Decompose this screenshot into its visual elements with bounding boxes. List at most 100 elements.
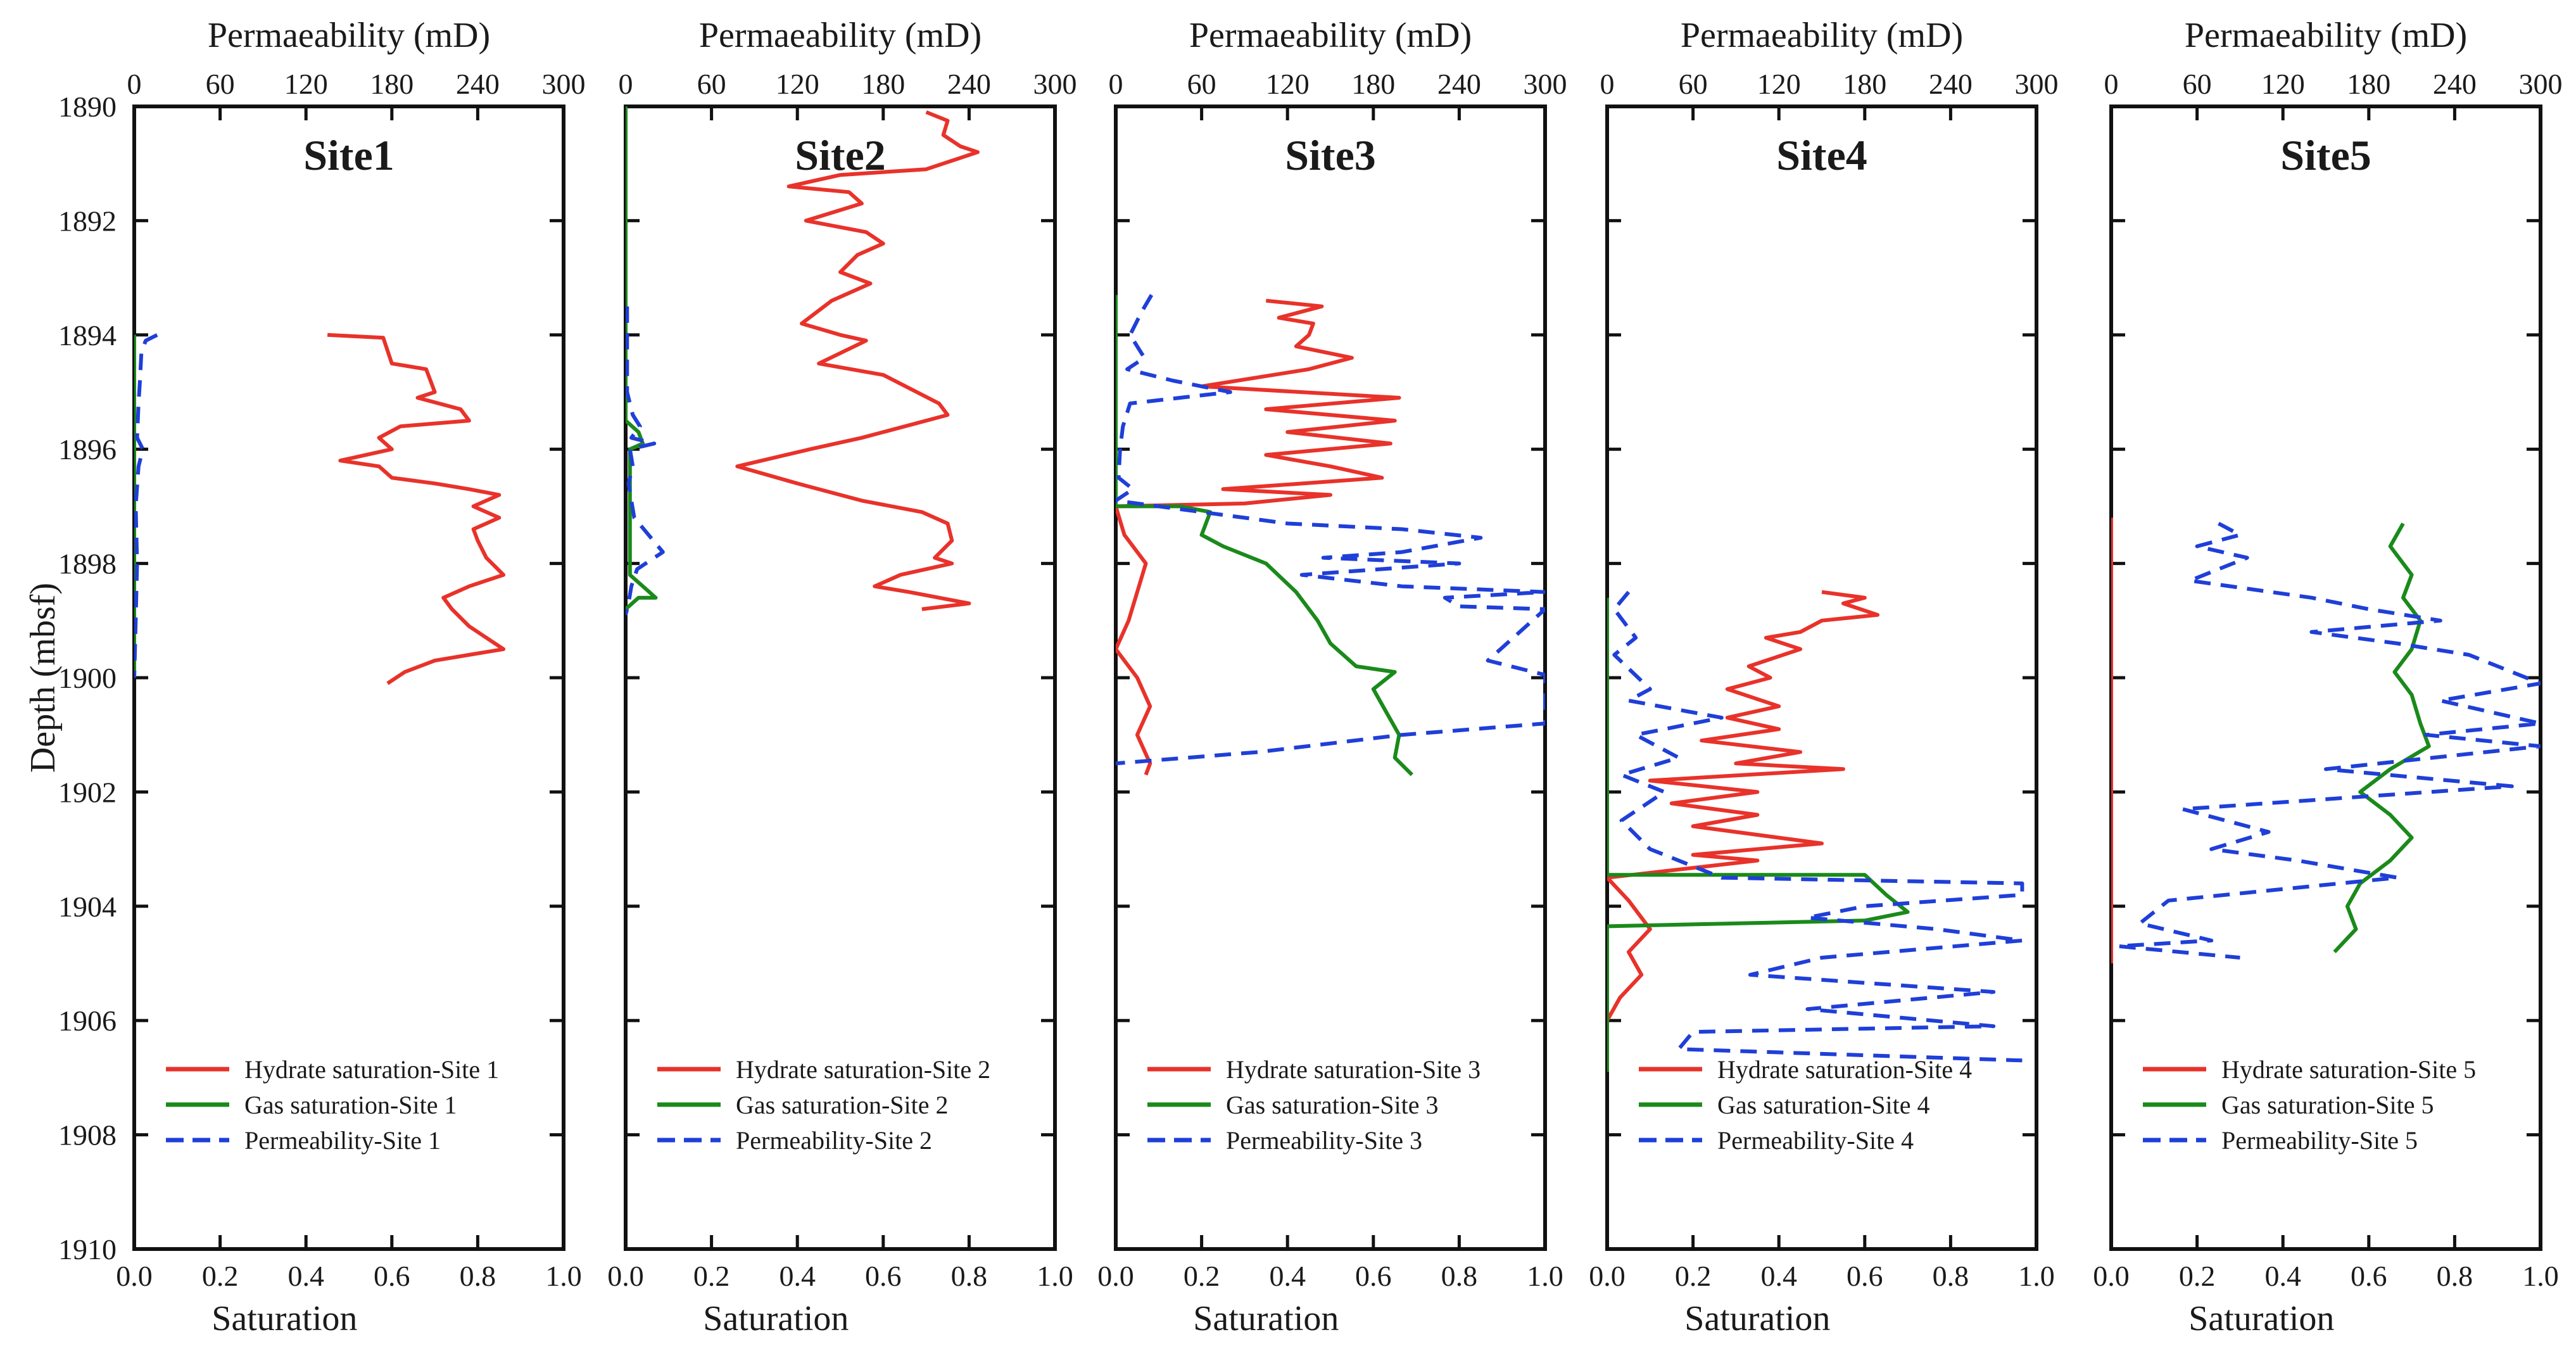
permeability-tick-label: 180 [1843,68,1886,100]
permeability-tick-label: 180 [2347,68,2390,100]
saturation-tick-label: 0.2 [202,1260,239,1292]
permeability-tick-label: 0 [619,68,633,100]
saturation-tick-label: 1.0 [545,1260,582,1292]
panel-1: 0.0 0.2 0.4 0.6 0.8 1.0 Saturation 0 60 120 180 240… [116,16,585,1338]
saturation-tick-label: 0.0 [1097,1260,1134,1292]
y-tick-label: 1890 [58,91,117,123]
permeability-tick-label: 240 [1929,68,1973,100]
y-tick-label: 1898 [58,548,117,580]
permeability-legend-label: Permeability-Site 2 [736,1126,932,1155]
saturation-tick-label: 0.4 [779,1260,816,1292]
gas-legend-label: Gas saturation-Site 1 [244,1091,457,1119]
saturation-tick-label: 0.6 [1847,1260,1883,1292]
saturation-tick-label: 0.6 [865,1260,902,1292]
saturation-tick-label: 0.4 [2264,1260,2301,1292]
gas-series-line [2333,523,2431,954]
permeability-axis-title: Permaeability (mD) [208,16,490,55]
panel-4: 0.0 0.2 0.4 0.6 0.8 1.0 Saturation 0 60 120 180 240… [1589,16,2058,1338]
saturation-tick-label: 0.8 [460,1260,496,1292]
gas-legend-label: Gas saturation-Site 5 [2221,1091,2434,1119]
saturation-tick-label: 0.8 [1933,1260,1969,1292]
y-tick-label: 1910 [58,1233,117,1265]
y-tick-label: 1906 [58,1005,117,1037]
permeability-series-line [1612,590,2024,1063]
permeability-series-line [2116,521,2541,960]
hydrate-legend-label: Hydrate saturation-Site 1 [244,1055,499,1084]
permeability-series-line [1116,294,1545,766]
permeability-tick-label: 0 [1109,68,1123,100]
permeability-axis-title: Permaeability (mD) [2185,16,2467,55]
hydrate-legend-label: Hydrate saturation-Site 3 [1226,1055,1481,1084]
y-tick-label: 1896 [58,433,117,466]
saturation-tick-label: 0.8 [951,1260,988,1292]
saturation-tick-label: 0.6 [1355,1260,1392,1292]
hydrate-legend-label: Hydrate saturation-Site 2 [736,1055,990,1084]
saturation-tick-label: 0.6 [374,1260,410,1292]
permeability-tick-label: 60 [1187,68,1216,100]
permeability-tick-label: 240 [2433,68,2477,100]
panel-3: 0.0 0.2 0.4 0.6 0.8 1.0 Saturation 0 60 120 180 240… [1097,16,1567,1338]
permeability-tick-label: 300 [1033,68,1077,100]
saturation-tick-label: 1.0 [2522,1260,2559,1292]
saturation-tick-label: 0.2 [2179,1260,2216,1292]
site-title: Site3 [1285,131,1376,179]
saturation-tick-label: 0.2 [1675,1260,1712,1292]
permeability-tick-label: 240 [456,68,500,100]
hydrate-legend-label: Hydrate saturation-Site 5 [2221,1055,2476,1084]
hydrate-series-line [1116,298,1401,776]
y-tick-label: 1900 [58,662,117,694]
y-tick-label: 1904 [58,891,117,923]
gas-legend-label: Gas saturation-Site 2 [736,1091,949,1119]
hydrate-series-line [327,333,506,685]
saturation-axis-title: Saturation [212,1299,357,1338]
permeability-tick-label: 180 [1351,68,1395,100]
permeability-tick-label: 120 [284,68,328,100]
permeability-tick-label: 120 [1757,68,1801,100]
permeability-tick-label: 60 [206,68,235,100]
saturation-tick-label: 0.8 [2437,1260,2473,1292]
permeability-tick-label: 300 [2015,68,2059,100]
permeability-tick-label: 240 [1437,68,1481,100]
saturation-axis-title: Saturation [2188,1299,2334,1338]
permeability-tick-label: 120 [1266,68,1310,100]
saturation-tick-label: 0.8 [1441,1260,1478,1292]
permeability-legend-label: Permeability-Site 4 [1717,1126,1914,1155]
permeability-tick-label: 240 [947,68,991,100]
saturation-axis-title: Saturation [1684,1299,1830,1338]
permeability-tick-label: 0 [2104,68,2119,100]
saturation-tick-label: 0.0 [2093,1260,2130,1292]
saturation-tick-label: 0.0 [607,1260,644,1292]
saturation-tick-label: 0.0 [1589,1260,1626,1292]
saturation-tick-label: 1.0 [1037,1260,1073,1292]
permeability-tick-label: 180 [861,68,905,100]
site-title: Site4 [1776,131,1867,179]
y-tick-label: 1892 [58,205,117,237]
panel-2: 0.0 0.2 0.4 0.6 0.8 1.0 Saturation 0 60 120 180 240… [607,16,1076,1338]
hydrate-series-line [735,110,980,611]
permeability-tick-label: 300 [542,68,586,100]
permeability-tick-label: 60 [697,68,726,100]
gas-series-line [1116,295,1413,777]
saturation-tick-label: 0.2 [693,1260,730,1292]
permeability-tick-label: 180 [370,68,414,100]
gas-series-line [626,106,658,611]
saturation-tick-label: 0.4 [287,1260,324,1292]
panel-5: 0.0 0.2 0.4 0.6 0.8 1.0 Saturation 0 60 120 180 240… [2093,16,2562,1338]
permeability-legend-label: Permeability-Site 3 [1226,1126,1422,1155]
permeability-legend-label: Permeability-Site 5 [2221,1126,2418,1155]
gas-legend-label: Gas saturation-Site 4 [1717,1091,1930,1119]
saturation-tick-label: 0.2 [1184,1260,1220,1292]
saturation-tick-label: 1.0 [2018,1260,2055,1292]
permeability-tick-label: 0 [1600,68,1615,100]
permeability-series-line [626,306,665,616]
hydrate-series-line [1607,590,1880,1050]
site-title: Site1 [303,131,395,179]
permeability-tick-label: 60 [2183,68,2212,100]
permeability-axis-title: Permaeability (mD) [699,16,982,55]
permeability-legend-label: Permeability-Site 1 [244,1126,441,1155]
permeability-tick-label: 120 [2261,68,2305,100]
permeability-series-line [134,333,158,678]
saturation-tick-label: 1.0 [1527,1260,1563,1292]
saturation-tick-label: 0.4 [1760,1260,1797,1292]
